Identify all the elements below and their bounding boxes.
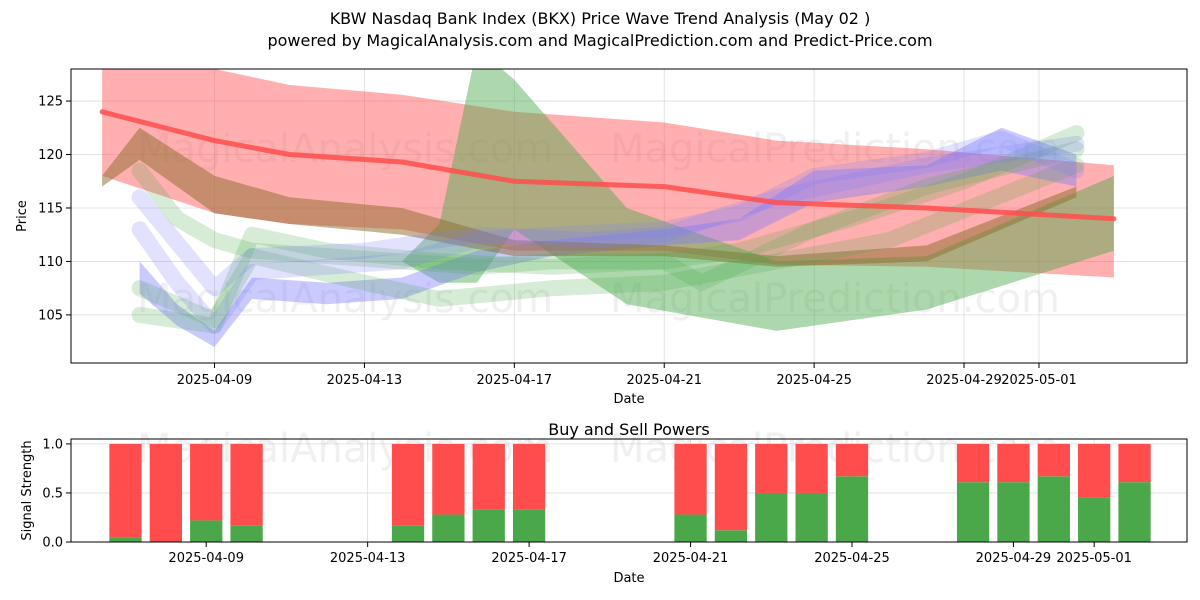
sell-bar	[835, 443, 869, 477]
buy-bar	[997, 482, 1030, 542]
sell-bar	[109, 443, 142, 538]
watermark-text: MagicalAnalysis.com	[137, 126, 553, 172]
wave-ribbon	[131, 135, 1085, 297]
buy-bar	[472, 509, 505, 542]
wave-band	[139, 127, 1077, 347]
sell-bar	[190, 443, 223, 521]
buy-bar	[755, 492, 788, 542]
sell-bar	[472, 443, 505, 510]
y-tick-label: 0.5	[42, 486, 63, 501]
sell-bar	[795, 443, 828, 493]
x-tick-label: 2025-04-17	[491, 551, 567, 566]
sell-bar	[956, 443, 990, 483]
buy-bar	[230, 525, 263, 542]
x-axis-label: Date	[613, 571, 644, 586]
buy-bar	[835, 476, 869, 542]
watermark-text: MagicalAnalysis.com	[137, 276, 553, 322]
y-axis-label: Price	[15, 200, 30, 232]
sell-bar	[1078, 443, 1111, 498]
x-tick-label: 2025-04-25	[776, 373, 852, 388]
buy-bar	[674, 514, 707, 542]
sell-bar	[391, 443, 425, 526]
wave-ribbon	[131, 141, 1085, 291]
chart-title: KBW Nasdaq Bank Index (BKX) Price Wave T…	[329, 9, 871, 28]
buy-bar	[795, 492, 828, 542]
sell-bar	[714, 443, 748, 531]
watermark-text: MagicalPrediction.com	[610, 126, 1060, 172]
sub-axes-frame	[70, 438, 1188, 543]
wave-band	[102, 69, 1114, 331]
wave-ribbon	[131, 130, 1085, 334]
sub-chart-title: Buy and Sell Powers	[548, 420, 710, 439]
buy-bar	[432, 514, 465, 542]
watermark-text: MagicalPrediction.com	[610, 276, 1060, 322]
x-tick-label: 2025-04-25	[814, 551, 890, 566]
y-axis-label: Signal Strength	[20, 440, 35, 540]
y-tick-label: 1.0	[42, 437, 63, 452]
sell-bar	[230, 443, 263, 526]
sell-bar	[149, 443, 182, 542]
trend-line	[99, 109, 1117, 222]
buy-bar	[714, 530, 748, 542]
x-tick-label: 2025-04-21	[653, 551, 729, 566]
buy-bar	[512, 509, 546, 542]
buy-bar	[1078, 497, 1111, 542]
buy-bar	[109, 537, 142, 542]
x-tick-label: 2025-05-01	[1056, 551, 1132, 566]
main-axes-frame	[70, 68, 1188, 364]
buy-bar	[190, 520, 223, 542]
buy-bar	[1037, 476, 1070, 542]
y-tick-label: 0.0	[42, 536, 63, 551]
buy-bar	[956, 482, 990, 542]
x-tick-label: 2025-04-13	[327, 373, 403, 388]
sell-bar	[674, 443, 707, 515]
wave-ribbon	[131, 157, 1085, 329]
x-tick-label: 2025-04-13	[330, 551, 406, 566]
chart-subtitle: powered by MagicalAnalysis.com and Magic…	[267, 31, 933, 50]
x-tick-label: 2025-04-29	[926, 373, 1002, 388]
x-tick-label: 2025-04-21	[626, 373, 702, 388]
sell-bar	[512, 443, 546, 510]
x-axis-label: Date	[613, 392, 644, 407]
x-tick-label: 2025-04-09	[177, 373, 253, 388]
x-tick-label: 2025-04-17	[477, 373, 553, 388]
main-plot-area	[99, 69, 1117, 347]
y-tick-label: 105	[38, 308, 63, 323]
sell-bar	[755, 443, 788, 493]
y-tick-label: 120	[38, 148, 63, 163]
sell-bar	[1037, 443, 1070, 477]
sell-bar	[997, 443, 1030, 483]
sell-bar	[1118, 443, 1151, 483]
x-tick-label: 2025-05-01	[1001, 373, 1077, 388]
buy-bar	[391, 525, 425, 542]
sell-bar	[432, 443, 465, 515]
x-tick-label: 2025-04-29	[976, 551, 1052, 566]
y-tick-label: 115	[38, 201, 63, 216]
y-tick-label: 110	[38, 255, 63, 270]
x-tick-label: 2025-04-09	[168, 551, 244, 566]
y-tick-label: 125	[38, 95, 63, 110]
buy-bar	[1118, 482, 1151, 542]
